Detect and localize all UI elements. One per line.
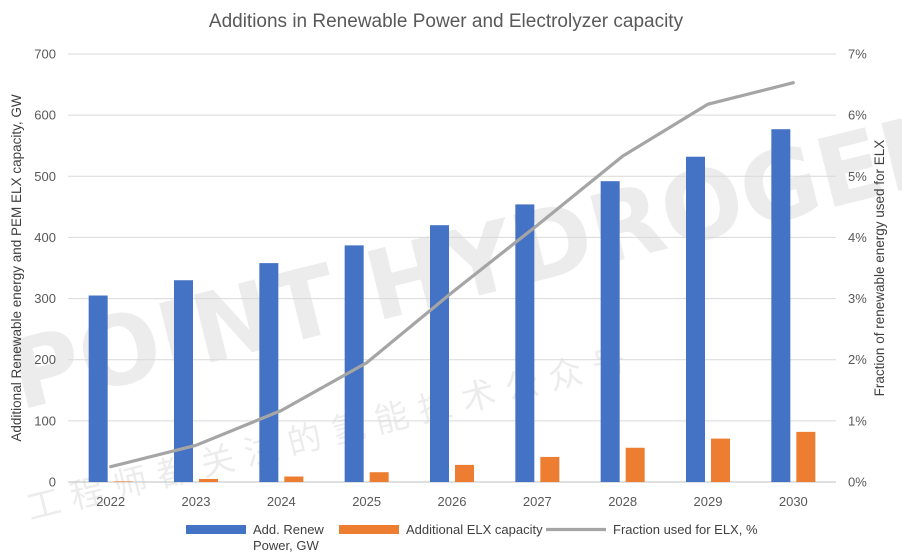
legend-label: Add. Renew Power, GW bbox=[253, 522, 324, 553]
left-axis-ticks: 0 100 200 300 400 500 600 700 bbox=[34, 47, 56, 490]
left-tick-label: 700 bbox=[34, 47, 56, 62]
bar-elx-capacity bbox=[113, 481, 133, 482]
bar-renewable-power bbox=[88, 295, 108, 482]
x-tick-label: 2023 bbox=[182, 494, 211, 509]
bar-elx-capacity bbox=[455, 464, 474, 482]
legend: Add. Renew Power, GW Additional ELX capaci… bbox=[186, 522, 758, 553]
bar-renewable-power bbox=[430, 225, 449, 482]
watermark-latin: POINT HYDROGEN bbox=[0, 87, 902, 432]
bar-elx-capacity bbox=[369, 472, 389, 482]
left-tick-label: 600 bbox=[34, 108, 56, 123]
bar-elx-capacity bbox=[796, 431, 816, 482]
bar-renewable-power bbox=[174, 280, 193, 482]
x-tick-label: 2027 bbox=[523, 494, 552, 509]
x-tick-label: 2025 bbox=[352, 494, 381, 509]
bar-elx-capacity bbox=[199, 478, 218, 482]
right-tick-label: 5% bbox=[848, 169, 867, 184]
bar-renewable-power bbox=[515, 204, 535, 482]
left-tick-label: 400 bbox=[34, 230, 56, 245]
bar-renewable-power bbox=[344, 245, 364, 482]
legend-label: Fraction used for ELX, % bbox=[613, 522, 758, 537]
right-tick-label: 1% bbox=[848, 413, 867, 428]
right-tick-label: 7% bbox=[848, 47, 867, 62]
left-tick-label: 200 bbox=[34, 352, 56, 367]
legend-label: Additional ELX capacity bbox=[406, 522, 543, 537]
x-tick-label: 2030 bbox=[779, 494, 808, 509]
gridlines bbox=[68, 53, 836, 483]
bar-elx-capacity bbox=[540, 456, 560, 482]
left-tick-label: 100 bbox=[34, 413, 56, 428]
x-tick-label: 2022 bbox=[96, 494, 125, 509]
bar-renewable-power bbox=[771, 129, 791, 482]
watermark: POINT HYDROGEN 工 程 师 都 关 注 的 氢 能 技 术 公 众… bbox=[0, 87, 902, 528]
right-tick-label: 0% bbox=[848, 475, 867, 490]
left-axis-title: Additional Renewable energy and PEM ELX … bbox=[9, 94, 24, 441]
bar-renewable-power bbox=[686, 156, 705, 482]
x-tick-label: 2028 bbox=[608, 494, 637, 509]
x-tick-label: 2029 bbox=[694, 494, 723, 509]
left-tick-label: 300 bbox=[34, 291, 56, 306]
bar-elx-capacity bbox=[284, 476, 304, 482]
right-tick-label: 3% bbox=[848, 291, 867, 306]
bar-elx-capacity bbox=[625, 447, 645, 482]
chart-title: Additions in Renewable Power and Electro… bbox=[209, 11, 684, 32]
right-tick-label: 6% bbox=[848, 108, 867, 123]
left-tick-label: 500 bbox=[34, 169, 56, 184]
bar-renewable-power bbox=[259, 263, 279, 482]
right-tick-label: 2% bbox=[848, 352, 867, 367]
left-tick-label: 0 bbox=[49, 475, 56, 490]
right-axis-title: Fraction of renewable energy used for EL… bbox=[872, 140, 887, 397]
bar-renewable-power bbox=[600, 181, 620, 483]
legend-swatch bbox=[339, 525, 399, 534]
bar-series bbox=[88, 129, 816, 483]
line-series bbox=[109, 81, 795, 469]
right-tick-label: 4% bbox=[848, 230, 867, 245]
legend-swatch bbox=[186, 525, 246, 534]
x-tick-label: 2024 bbox=[267, 494, 296, 509]
x-tick-label: 2026 bbox=[438, 494, 467, 509]
right-axis-ticks: 0% 1% 2% 3% 4% 5% 6% 7% bbox=[848, 47, 867, 490]
bar-elx-capacity bbox=[711, 438, 730, 482]
x-axis-ticks: 2022 2023 2024 2025 2026 2027 2028 2029 2030 bbox=[96, 494, 808, 509]
